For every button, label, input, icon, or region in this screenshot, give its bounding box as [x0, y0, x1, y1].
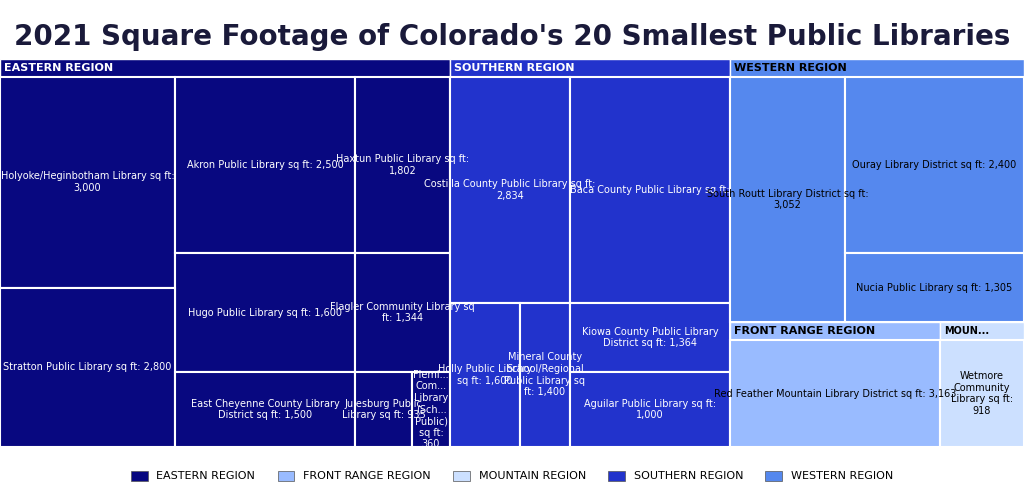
Bar — [730, 323, 940, 340]
Bar — [570, 372, 730, 447]
Bar — [355, 77, 450, 253]
Text: EASTERN REGION: EASTERN REGION — [4, 63, 113, 73]
Bar — [0, 59, 450, 77]
Text: Aguilar Public Library sq ft:
1,000: Aguilar Public Library sq ft: 1,000 — [584, 399, 716, 420]
Text: Red Feather Mountain Library District sq ft: 3,163: Red Feather Mountain Library District sq… — [714, 388, 956, 399]
Bar — [175, 77, 355, 253]
Bar — [520, 302, 570, 447]
Text: Haxtun Public Library sq ft:
1,802: Haxtun Public Library sq ft: 1,802 — [336, 154, 469, 176]
Text: SOUTHERN REGION: SOUTHERN REGION — [454, 63, 574, 73]
Bar — [730, 77, 845, 323]
Bar — [845, 77, 1024, 253]
Bar — [940, 323, 1024, 340]
Bar — [940, 340, 1024, 447]
Text: Kiowa County Public Library
District sq ft: 1,364: Kiowa County Public Library District sq … — [582, 327, 718, 348]
Bar — [450, 302, 520, 447]
Text: MOUN...: MOUN... — [944, 327, 989, 336]
Bar — [0, 77, 175, 288]
Text: Hugo Public Library sq ft: 1,600: Hugo Public Library sq ft: 1,600 — [188, 307, 342, 318]
Text: Holyoke/Heginbotham Library sq ft:
3,000: Holyoke/Heginbotham Library sq ft: 3,000 — [1, 171, 174, 193]
Text: Costilla County Public Library sq ft:
2,834: Costilla County Public Library sq ft: 2,… — [424, 179, 596, 200]
Bar — [412, 372, 450, 447]
Text: FRONT RANGE REGION: FRONT RANGE REGION — [734, 327, 876, 336]
Text: Flagler Community Library sq
ft: 1,344: Flagler Community Library sq ft: 1,344 — [330, 302, 475, 324]
Text: Mineral County
School/Regional
Public Library sq
ft: 1,400: Mineral County School/Regional Public Li… — [505, 353, 586, 397]
Bar — [570, 77, 730, 302]
Text: WESTERN REGION: WESTERN REGION — [734, 63, 847, 73]
Text: Wetmore
Community
Library sq ft:
918: Wetmore Community Library sq ft: 918 — [951, 371, 1013, 416]
Text: Julesburg Public
Library sq ft: 935: Julesburg Public Library sq ft: 935 — [342, 399, 425, 420]
Text: Akron Public Library sq ft: 2,500: Akron Public Library sq ft: 2,500 — [186, 160, 343, 170]
Bar — [0, 288, 175, 447]
Bar — [175, 253, 355, 372]
Bar — [730, 340, 940, 447]
Text: Flemi...
Com...
Library
(Sch...
Public)
sq ft:
360: Flemi... Com... Library (Sch... Public) … — [414, 370, 449, 449]
Legend: EASTERN REGION, FRONT RANGE REGION, MOUNTAIN REGION, SOUTHERN REGION, WESTERN RE: EASTERN REGION, FRONT RANGE REGION, MOUN… — [127, 466, 897, 486]
Text: Ouray Library District sq ft: 2,400: Ouray Library District sq ft: 2,400 — [852, 160, 1017, 170]
Text: Baca County Public Library sq ft:: Baca County Public Library sq ft: — [570, 185, 730, 195]
Bar — [845, 253, 1024, 323]
Bar — [355, 253, 450, 372]
Text: Nucia Public Library sq ft: 1,305: Nucia Public Library sq ft: 1,305 — [856, 283, 1013, 293]
Bar — [355, 372, 412, 447]
Bar — [450, 77, 570, 302]
Bar — [175, 372, 355, 447]
Text: Holly Public Library
sq ft: 1,600: Holly Public Library sq ft: 1,600 — [438, 364, 532, 385]
Bar — [450, 59, 730, 77]
Text: 2021 Square Footage of Colorado's 20 Smallest Public Libraries: 2021 Square Footage of Colorado's 20 Sma… — [13, 23, 1011, 51]
Text: East Cheyenne County Library
District sq ft: 1,500: East Cheyenne County Library District sq… — [190, 399, 339, 420]
Text: Stratton Public Library sq ft: 2,800: Stratton Public Library sq ft: 2,800 — [3, 362, 172, 372]
Text: South Routt Library District sq ft:
3,052: South Routt Library District sq ft: 3,05… — [707, 189, 868, 211]
Bar — [570, 302, 730, 372]
Bar — [730, 59, 1024, 77]
